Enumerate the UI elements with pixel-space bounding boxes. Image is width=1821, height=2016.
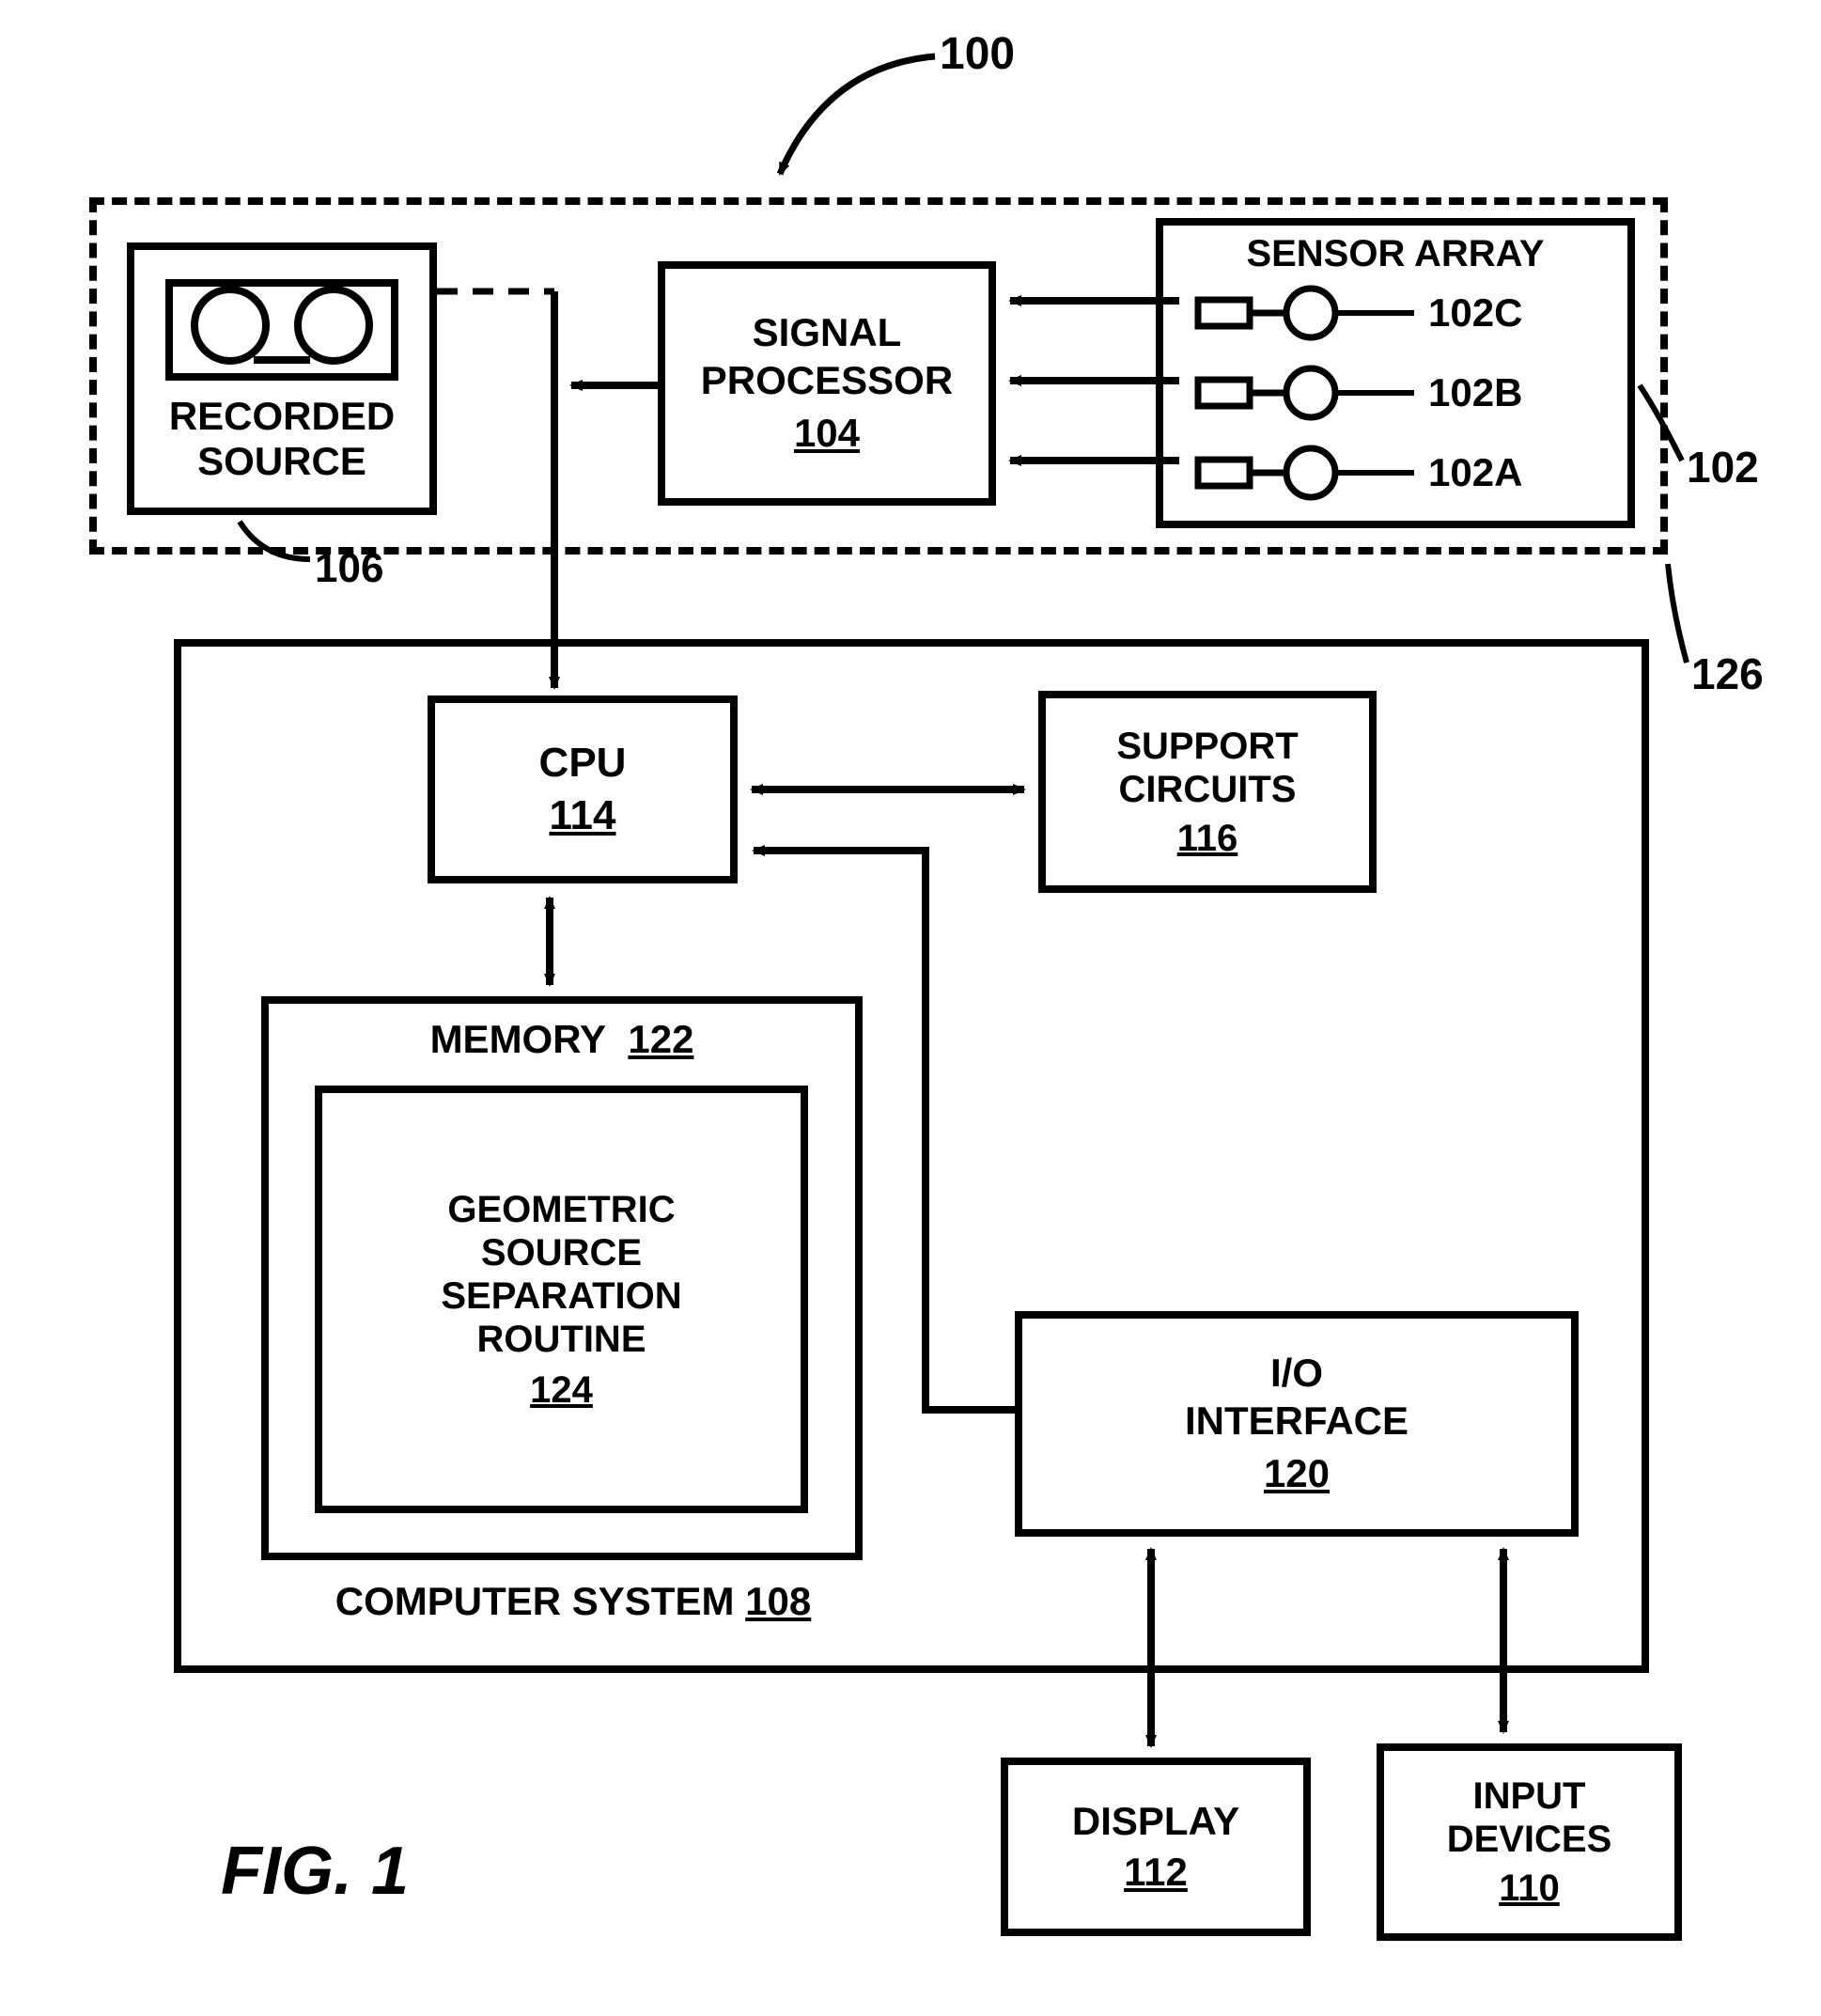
tape-icon <box>160 273 404 386</box>
support-circuits-block: SUPPORTCIRCUITS 116 <box>1038 691 1377 893</box>
memory-ref: 122 <box>628 1017 693 1061</box>
computer-system-label: COMPUTER SYSTEM 108 <box>282 1579 864 1624</box>
io-interface-block: I/OINTERFACE 120 <box>1015 1311 1579 1537</box>
input-devices-label: INPUTDEVICES <box>1447 1774 1612 1861</box>
figure-canvas: 100 RECORDEDSOURCE 106 SIGNALPROCESSOR 1… <box>0 0 1821 2016</box>
cpu-label: CPU <box>539 740 627 787</box>
geometric-routine-label: GEOMETRICSOURCESEPARATIONROUTINE <box>441 1188 681 1361</box>
upper-group-ref: 126 <box>1691 649 1764 699</box>
signal-processor-block: SIGNALPROCESSOR 104 <box>658 261 996 506</box>
sensor-icons: 102C 102B 102A <box>1170 281 1621 516</box>
io-interface-label: I/OINTERFACE <box>1185 1350 1409 1445</box>
io-interface-ref: 120 <box>1264 1450 1330 1497</box>
input-devices-block: INPUTDEVICES 110 <box>1377 1743 1682 1941</box>
memory-label-row: MEMORY 122 <box>430 1017 694 1062</box>
sensor-c-ref: 102C <box>1428 290 1522 335</box>
sensor-a-ref: 102A <box>1428 450 1522 494</box>
sensor-array-block: SENSOR ARRAY 102C 102B <box>1156 218 1635 528</box>
geometric-routine-block: GEOMETRICSOURCESEPARATIONROUTINE 124 <box>315 1086 808 1513</box>
sensor-array-title: SENSOR ARRAY <box>1246 233 1544 275</box>
cpu-block: CPU 114 <box>428 695 738 883</box>
recorded-source-label: RECORDEDSOURCE <box>169 394 395 485</box>
memory-label: MEMORY <box>430 1017 606 1061</box>
display-label: DISPLAY <box>1072 1799 1239 1844</box>
recorded-source-block: RECORDEDSOURCE <box>127 242 437 515</box>
overall-ref: 100 <box>940 28 1015 80</box>
geometric-routine-ref: 124 <box>530 1368 593 1412</box>
input-devices-ref: 110 <box>1499 1867 1560 1910</box>
sensor-array-ref: 102 <box>1687 442 1759 492</box>
sensor-b-ref: 102B <box>1428 370 1522 414</box>
cpu-ref: 114 <box>550 792 616 839</box>
support-circuits-label: SUPPORTCIRCUITS <box>1116 725 1298 811</box>
support-circuits-ref: 116 <box>1177 817 1238 860</box>
recorded-source-ref: 106 <box>315 545 383 592</box>
signal-processor-label: SIGNALPROCESSOR <box>701 309 953 404</box>
display-block: DISPLAY 112 <box>1001 1758 1311 1936</box>
display-ref: 112 <box>1124 1850 1188 1895</box>
figure-title: FIG. 1 <box>221 1833 409 1910</box>
signal-processor-ref: 104 <box>794 410 860 457</box>
